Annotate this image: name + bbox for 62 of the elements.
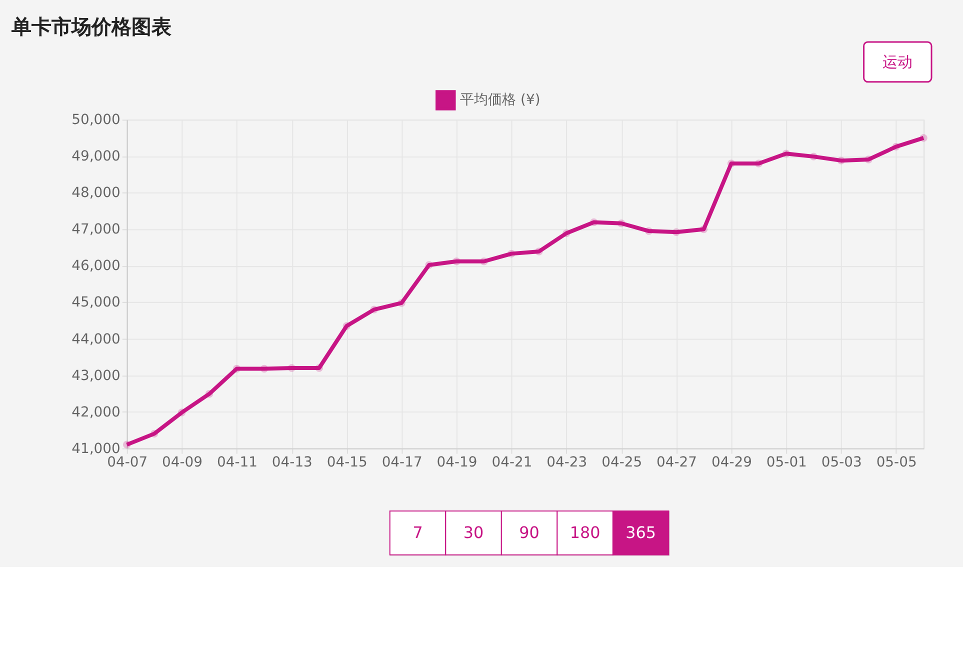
y-tick-label: 45,000 xyxy=(72,294,120,311)
point xyxy=(205,390,214,398)
point xyxy=(535,248,543,256)
point xyxy=(288,364,296,372)
y-tick-label: 50,000 xyxy=(72,112,120,128)
point xyxy=(480,258,488,266)
point xyxy=(727,160,736,168)
x-tick-label: 04-07 xyxy=(107,454,148,471)
point xyxy=(920,134,928,142)
text: 365 xyxy=(626,522,656,542)
x-tick-label: 04-11 xyxy=(216,454,258,471)
point xyxy=(672,228,680,236)
point xyxy=(178,408,186,416)
point xyxy=(810,152,818,160)
y-tick-label: 42,000 xyxy=(72,404,120,420)
point xyxy=(398,299,406,307)
point xyxy=(782,150,790,158)
text: 90 xyxy=(519,522,540,542)
point xyxy=(315,364,324,372)
point xyxy=(150,430,158,438)
x-tick-label: 04-23 xyxy=(546,454,588,471)
x-tick-label: 04-25 xyxy=(602,454,642,471)
x-tick-label: 04-27 xyxy=(656,454,698,471)
point xyxy=(590,218,598,226)
point xyxy=(370,306,378,314)
text: 30 xyxy=(463,522,484,542)
x-tick-label: 05-05 xyxy=(876,454,917,471)
point xyxy=(508,250,516,258)
x-tick-label: 04-09 xyxy=(162,454,203,471)
point xyxy=(700,225,708,234)
point xyxy=(232,364,241,373)
y-tick-label: 49,000 xyxy=(72,148,120,165)
y-tick-label: 46,000 xyxy=(72,258,120,274)
point xyxy=(837,156,845,164)
x-tick-label: 04-21 xyxy=(492,454,532,471)
point xyxy=(754,160,763,168)
y-tick-label: 41,000 xyxy=(72,440,120,457)
text: 7 xyxy=(412,522,423,542)
legend-label: 平均価格 (¥) xyxy=(460,92,540,108)
point xyxy=(892,142,900,151)
point xyxy=(644,227,653,235)
y-tick-label: 43,000 xyxy=(72,368,120,384)
y-tick-label: 48,000 xyxy=(72,185,120,202)
x-tick-label: 04-15 xyxy=(326,454,368,471)
point xyxy=(342,322,350,330)
y-tick-label: 47,000 xyxy=(72,222,120,238)
x-tick-label: 05-01 xyxy=(766,454,807,471)
point xyxy=(562,229,570,238)
x-tick-label: 04-13 xyxy=(272,454,312,471)
chart-title: 单卡市场价格图表 xyxy=(10,15,172,38)
y-tick-label: 44,000 xyxy=(72,331,120,348)
text: 运动 xyxy=(882,52,913,71)
point xyxy=(864,156,872,164)
x-tick-label: 04-29 xyxy=(711,454,752,471)
point xyxy=(260,364,268,373)
x-tick-label: 04-19 xyxy=(436,454,478,471)
point xyxy=(425,261,433,269)
point xyxy=(452,258,460,266)
text: 180 xyxy=(570,522,600,542)
point xyxy=(617,220,626,228)
x-tick-label: 04-17 xyxy=(382,454,422,471)
x-tick-label: 05-03 xyxy=(821,454,862,471)
